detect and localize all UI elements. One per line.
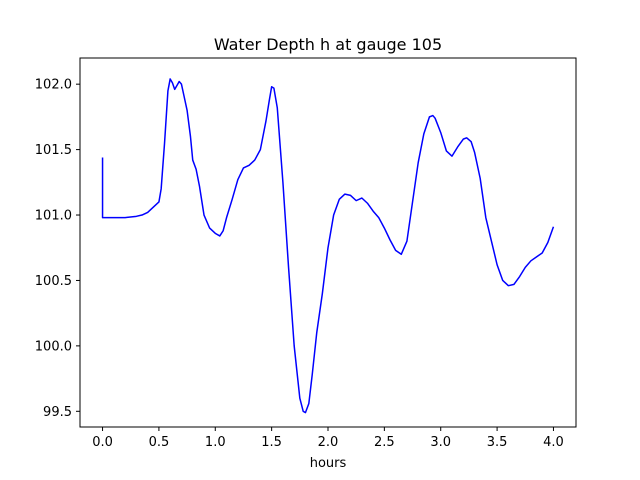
x-tick-label: 4.0 bbox=[543, 435, 564, 450]
y-tick-label: 100.0 bbox=[35, 339, 72, 354]
y-tick-label: 99.5 bbox=[43, 405, 72, 420]
x-tick-label: 1.0 bbox=[205, 435, 226, 450]
x-tick-label: 0.0 bbox=[92, 435, 113, 450]
y-tick-label: 101.5 bbox=[35, 143, 72, 158]
axes-frame bbox=[79, 57, 577, 428]
y-tick-label: 102.0 bbox=[35, 78, 72, 93]
x-tick-label: 1.5 bbox=[261, 435, 282, 450]
x-tick-label: 3.0 bbox=[430, 435, 451, 450]
x-tick-label: 2.0 bbox=[318, 435, 339, 450]
series-line-0 bbox=[101, 78, 555, 414]
y-ticks: 99.5 100.0 100.5 101.0 101.5 102.0 bbox=[35, 78, 80, 420]
x-tick-label: 0.5 bbox=[149, 435, 170, 450]
x-tick-label: 3.5 bbox=[487, 435, 508, 450]
x-tick-label: 2.5 bbox=[374, 435, 395, 450]
plot-line-layer bbox=[101, 78, 555, 414]
chart-title: Water Depth h at gauge 105 bbox=[214, 35, 442, 54]
x-ticks: 0.0 0.5 1.0 1.5 2.0 2.5 3.0 3.5 4.0 bbox=[92, 427, 564, 450]
x-axis-label: hours bbox=[310, 456, 347, 471]
y-tick-label: 101.0 bbox=[35, 209, 72, 224]
y-tick-label: 100.5 bbox=[35, 274, 72, 289]
